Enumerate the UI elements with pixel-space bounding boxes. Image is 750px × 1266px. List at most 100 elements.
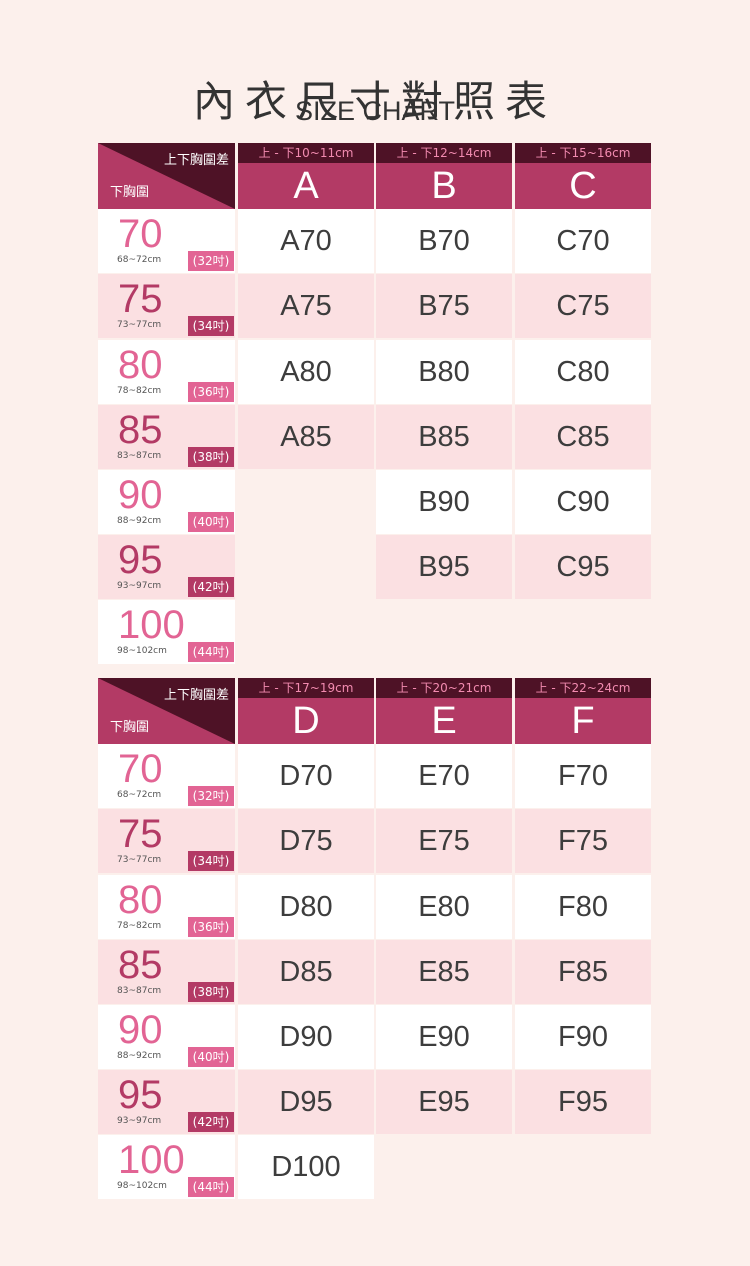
size-cell: B90 (376, 470, 512, 534)
size-cell: C75 (515, 274, 651, 338)
size-cell: E85 (376, 940, 512, 1004)
band-inch-badge: (42吋) (188, 1112, 234, 1132)
band-size-cell: 80 78~82cm (36吋) (98, 340, 235, 404)
table-row: 100 98~102cm (44吋) D100 (98, 1135, 651, 1199)
page-subtitle: SIZE CHART (294, 96, 456, 126)
band-size-cell: 80 78~82cm (36吋) (98, 875, 235, 939)
band-inch-badge: (36吋) (188, 917, 234, 937)
table-row: 75 73~77cm (34吋) A75 B75 C75 (98, 274, 651, 338)
table-row: 75 73~77cm (34吋) D75 E75 F75 (98, 809, 651, 873)
band-inch-badge: (34吋) (188, 316, 234, 336)
cup-range-label: 上 - 下15~16cm (515, 143, 651, 163)
band-inch-badge: (40吋) (188, 512, 234, 532)
cup-column-header: 上 - 下17~19cm D (238, 678, 374, 744)
size-cell: B95 (376, 535, 512, 599)
table-row: 70 68~72cm (32吋) A70 B70 C70 (98, 209, 651, 273)
underbust-cm-range: 93~97cm (117, 1116, 162, 1126)
band-inch-badge: (32吋) (188, 786, 234, 806)
underbust-cm-range: 78~82cm (117, 921, 162, 931)
table-corner-header: 上下胸圍差 下胸圍 (98, 143, 235, 209)
band-size-number: 100 (118, 603, 185, 647)
page-title: 內衣尺寸對照表 (192, 77, 557, 127)
table-row: 100 98~102cm (44吋) (98, 600, 651, 664)
cup-range-label: 上 - 下12~14cm (376, 143, 512, 163)
bust-difference-label: 上下胸圍差 (163, 688, 229, 703)
cup-range-label: 上 - 下22~24cm (515, 678, 651, 698)
band-inch-badge: (36吋) (188, 382, 234, 402)
size-cell: A80 (238, 340, 374, 404)
band-size-cell: 75 73~77cm (34吋) (98, 809, 235, 873)
band-inch-badge: (42吋) (188, 577, 234, 597)
table-row: 90 88~92cm (40吋) D90 E90 F90 (98, 1005, 651, 1069)
size-cell: E70 (376, 744, 512, 808)
underbust-cm-range: 98~102cm (117, 1181, 167, 1191)
size-cell: A70 (238, 209, 374, 273)
underbust-cm-range: 73~77cm (117, 320, 162, 330)
size-cell (238, 600, 374, 664)
size-cell: F90 (515, 1005, 651, 1069)
table-corner-header: 上下胸圍差下胸圍 (98, 678, 235, 744)
size-cell (238, 470, 374, 534)
band-size-number: 100 (118, 1138, 185, 1182)
band-size-cell: 75 73~77cm (34吋) (98, 274, 235, 338)
size-cell: E90 (376, 1005, 512, 1069)
table-row: 80 78~82cm (36吋) A80 B80 C80 (98, 340, 651, 404)
band-inch-badge: (34吋) (188, 851, 234, 871)
band-size-cell: 85 83~87cm (38吋) (98, 405, 235, 469)
size-cell: D95 (238, 1070, 374, 1134)
underbust-cm-range: 83~87cm (117, 451, 162, 461)
cup-letter: F (571, 700, 595, 742)
size-cell: F80 (515, 875, 651, 939)
size-cell: D70 (238, 744, 374, 808)
size-cell (515, 600, 651, 664)
underbust-cm-range: 93~97cm (117, 581, 162, 591)
underbust-cm-range: 78~82cm (117, 386, 162, 396)
size-cell: F95 (515, 1070, 651, 1134)
size-cell: C85 (515, 405, 651, 469)
cup-letter: C (569, 165, 597, 207)
size-cell (238, 535, 374, 599)
band-size-cell: 90 88~92cm (40吋) (98, 470, 235, 534)
band-size-cell: 90 88~92cm (40吋) (98, 1005, 235, 1069)
band-size-number: 90 (118, 473, 163, 517)
band-size-cell: 100 98~102cm (44吋) (98, 600, 235, 664)
band-size-cell: 70 68~72cm (32吋) (98, 209, 235, 273)
table-row: 80 78~82cm (36吋) D80 E80 F80 (98, 875, 651, 939)
cup-range-label: 上 - 下10~11cm (238, 143, 374, 163)
cup-letter: E (431, 700, 457, 742)
band-inch-badge: (32吋) (188, 251, 234, 271)
cup-letter: D (292, 700, 320, 742)
underbust-label: 下胸圍 (110, 720, 150, 735)
size-cell: D90 (238, 1005, 374, 1069)
underbust-cm-range: 88~92cm (117, 516, 162, 526)
cup-range-label: 上 - 下20~21cm (376, 678, 512, 698)
size-cell: C80 (515, 340, 651, 404)
table-row: 90 88~92cm (40吋) B90 C90 (98, 470, 651, 534)
size-cell: F85 (515, 940, 651, 1004)
size-cell: A75 (238, 274, 374, 338)
size-cell: C95 (515, 535, 651, 599)
band-size-number: 80 (118, 878, 163, 922)
size-cell: D80 (238, 875, 374, 939)
band-inch-badge: (38吋) (188, 447, 234, 467)
underbust-cm-range: 88~92cm (117, 1051, 162, 1061)
table-row: 95 93~97cm (42吋) B95 C95 (98, 535, 651, 599)
band-inch-badge: (44吋) (188, 1177, 234, 1197)
underbust-cm-range: 98~102cm (117, 646, 167, 656)
size-cell: D100 (238, 1135, 374, 1199)
size-cell: C90 (515, 470, 651, 534)
table-row: 85 83~87cm (38吋) A85 B85 C85 (98, 405, 651, 469)
size-cell (515, 1135, 651, 1199)
cup-letter: A (293, 165, 319, 207)
size-cell: A85 (238, 405, 374, 469)
underbust-cm-range: 68~72cm (117, 255, 162, 265)
size-cell: B85 (376, 405, 512, 469)
cup-letter: B (431, 165, 457, 207)
band-size-number: 80 (118, 343, 163, 387)
cup-column-header: 上 - 下10~11cm A (238, 143, 374, 209)
underbust-cm-range: 83~87cm (117, 986, 162, 996)
band-size-number: 70 (118, 212, 163, 256)
band-inch-badge: (44吋) (188, 642, 234, 662)
cup-column-header: 上 - 下20~21cm E (376, 678, 512, 744)
cup-column-header: 上 - 下12~14cm B (376, 143, 512, 209)
